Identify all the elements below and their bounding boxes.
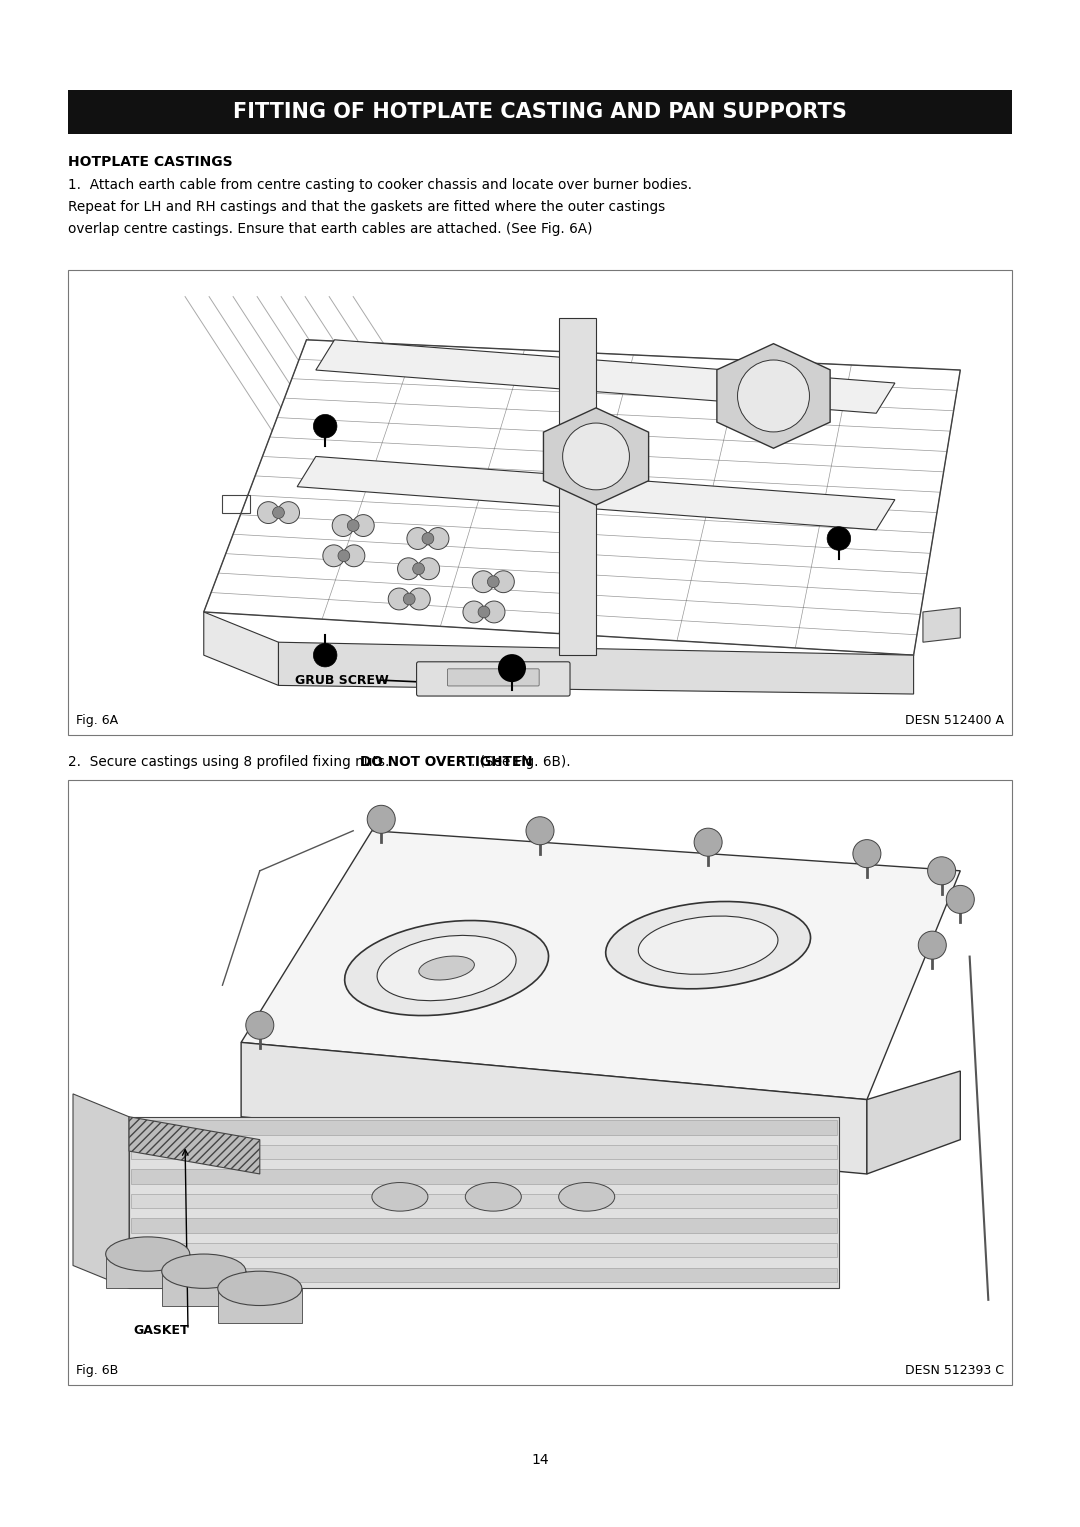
Text: DESN 512393 C: DESN 512393 C — [905, 1364, 1004, 1377]
Ellipse shape — [377, 936, 516, 1000]
Bar — [106, 1254, 190, 1289]
Ellipse shape — [106, 1237, 190, 1270]
Bar — [222, 495, 251, 513]
Circle shape — [388, 588, 410, 609]
Circle shape — [427, 528, 449, 550]
Ellipse shape — [345, 921, 549, 1015]
Circle shape — [492, 571, 514, 592]
Text: 2.  Secure castings using 8 profiled fixing nuts.: 2. Secure castings using 8 profiled fixi… — [68, 754, 394, 770]
Circle shape — [946, 886, 974, 913]
Circle shape — [367, 805, 395, 834]
Polygon shape — [558, 318, 596, 655]
Circle shape — [257, 502, 280, 524]
Polygon shape — [923, 608, 960, 643]
Circle shape — [338, 550, 350, 562]
Bar — [131, 1219, 837, 1232]
Text: DESN 512400 A: DESN 512400 A — [905, 715, 1004, 727]
Circle shape — [403, 592, 415, 605]
Bar — [131, 1145, 837, 1159]
Circle shape — [343, 545, 365, 567]
Circle shape — [472, 571, 495, 592]
Circle shape — [853, 840, 881, 867]
Bar — [131, 1267, 837, 1281]
Circle shape — [413, 563, 424, 574]
Circle shape — [246, 1011, 274, 1040]
Circle shape — [498, 654, 526, 683]
Ellipse shape — [162, 1254, 246, 1289]
FancyBboxPatch shape — [447, 669, 539, 686]
Ellipse shape — [372, 1182, 428, 1211]
Circle shape — [278, 502, 299, 524]
Text: 1.  Attach earth cable from centre casting to cooker chassis and locate over bur: 1. Attach earth cable from centre castin… — [68, 179, 692, 192]
Bar — [68, 780, 1012, 1385]
Polygon shape — [241, 1043, 867, 1174]
Polygon shape — [204, 341, 960, 655]
Circle shape — [323, 545, 345, 567]
FancyBboxPatch shape — [417, 661, 570, 696]
Text: 14: 14 — [531, 1454, 549, 1467]
Circle shape — [526, 817, 554, 844]
Circle shape — [313, 414, 337, 438]
Text: Repeat for LH and RH castings and that the gaskets are fitted where the outer ca: Repeat for LH and RH castings and that t… — [68, 200, 665, 214]
Circle shape — [422, 533, 434, 545]
Circle shape — [272, 507, 284, 519]
Circle shape — [397, 557, 419, 580]
Bar — [162, 1270, 246, 1306]
Text: Fig. 6A: Fig. 6A — [76, 715, 118, 727]
Circle shape — [827, 527, 851, 550]
Circle shape — [408, 588, 430, 609]
Polygon shape — [204, 612, 279, 686]
Text: GASKET: GASKET — [133, 1324, 189, 1336]
Circle shape — [694, 828, 723, 857]
Ellipse shape — [558, 1182, 615, 1211]
Ellipse shape — [638, 916, 778, 974]
Text: Fig. 6B: Fig. 6B — [76, 1364, 118, 1377]
Ellipse shape — [606, 901, 810, 989]
Circle shape — [463, 602, 485, 623]
Polygon shape — [315, 341, 895, 414]
Text: FITTING OF HOTPLATE CASTING AND PAN SUPPORTS: FITTING OF HOTPLATE CASTING AND PAN SUPP… — [233, 102, 847, 122]
Circle shape — [418, 557, 440, 580]
Circle shape — [483, 602, 505, 623]
Bar — [68, 270, 1012, 734]
Polygon shape — [297, 457, 895, 530]
Bar — [218, 1289, 301, 1322]
Bar — [131, 1121, 837, 1135]
Ellipse shape — [419, 956, 474, 980]
Circle shape — [313, 643, 337, 667]
Text: overlap centre castings. Ensure that earth cables are attached. (See Fig. 6A): overlap centre castings. Ensure that ear… — [68, 221, 593, 237]
Circle shape — [738, 360, 809, 432]
Circle shape — [348, 519, 359, 531]
Polygon shape — [717, 344, 831, 449]
Text: . (See Fig. 6B).: . (See Fig. 6B). — [471, 754, 570, 770]
Circle shape — [918, 931, 946, 959]
Text: DO NOT OVERTIGHTEN: DO NOT OVERTIGHTEN — [361, 754, 534, 770]
Text: GRUB SCREW: GRUB SCREW — [295, 673, 389, 687]
Circle shape — [487, 576, 499, 588]
Polygon shape — [867, 1070, 960, 1174]
Circle shape — [407, 528, 429, 550]
Bar — [68, 90, 1012, 134]
Circle shape — [333, 515, 354, 536]
Circle shape — [478, 606, 490, 618]
Bar — [131, 1194, 837, 1208]
Circle shape — [352, 515, 374, 536]
Text: HOTPLATE CASTINGS: HOTPLATE CASTINGS — [68, 156, 232, 169]
Polygon shape — [73, 1093, 129, 1289]
Bar — [131, 1243, 837, 1257]
Bar — [129, 1116, 839, 1289]
Ellipse shape — [218, 1270, 301, 1306]
Circle shape — [563, 423, 630, 490]
Polygon shape — [543, 408, 649, 505]
Ellipse shape — [465, 1182, 522, 1211]
Polygon shape — [279, 643, 914, 695]
Polygon shape — [241, 831, 960, 1099]
Polygon shape — [129, 1116, 260, 1174]
Circle shape — [928, 857, 956, 884]
Bar — [131, 1170, 837, 1183]
